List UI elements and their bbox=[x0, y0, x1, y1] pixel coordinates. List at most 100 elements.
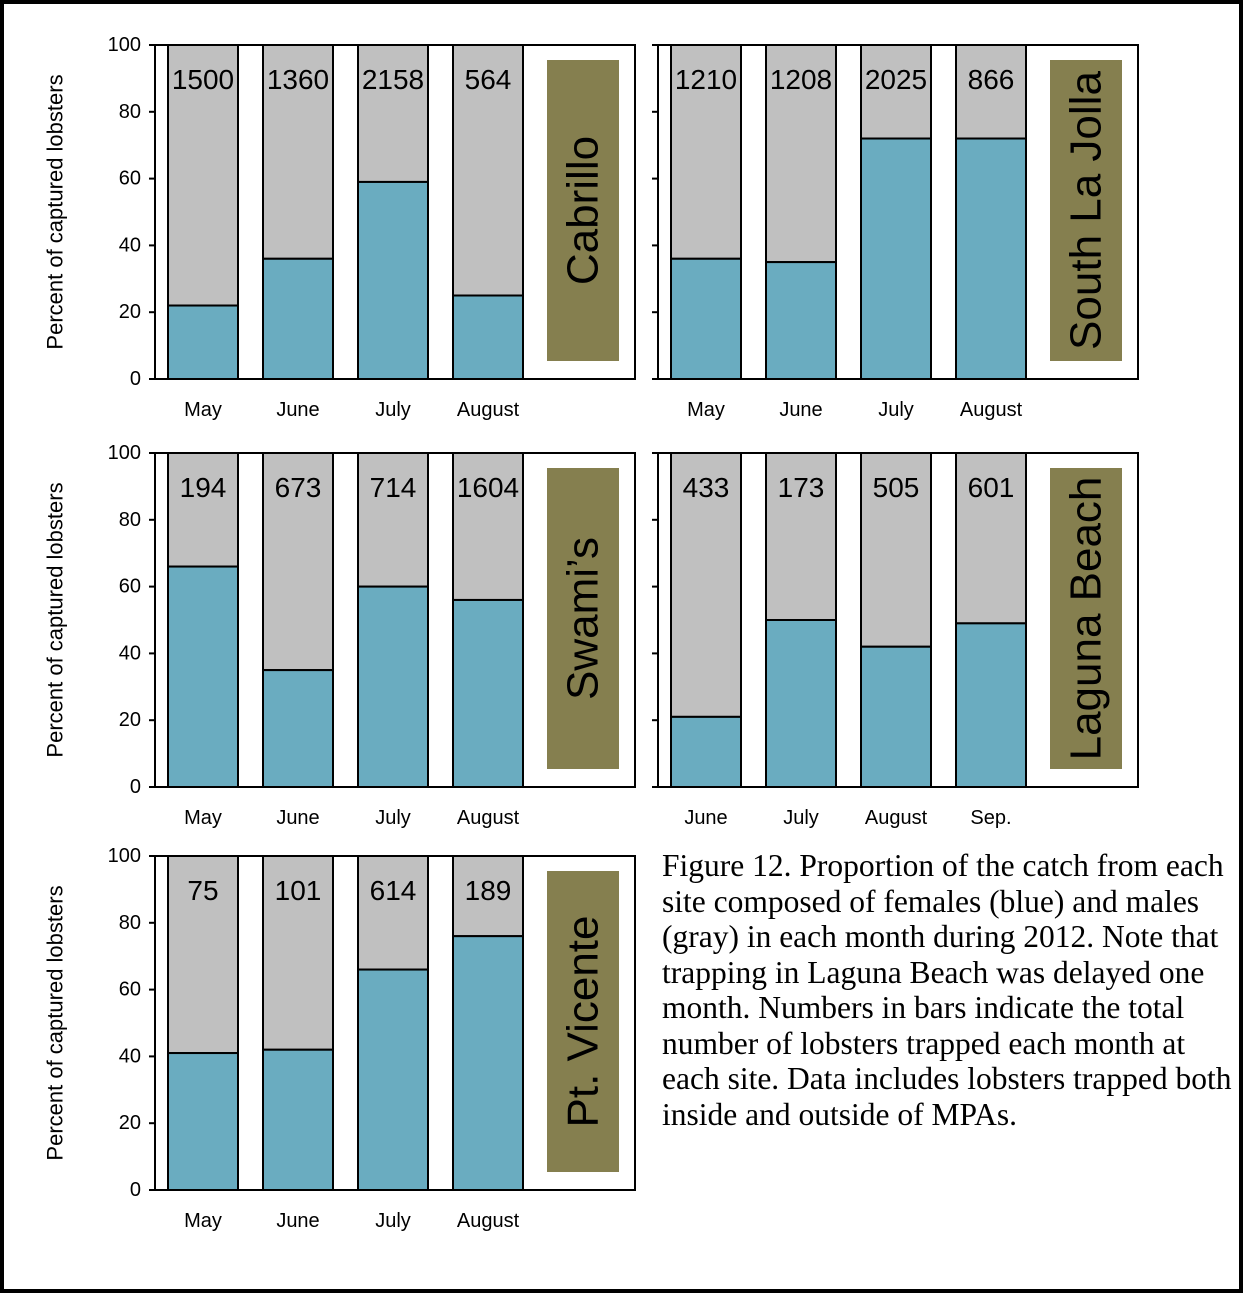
y-tick-label: 40 bbox=[119, 1045, 141, 1067]
x-tick-label: Sep. bbox=[970, 807, 1011, 829]
y-tick-label: 100 bbox=[108, 442, 141, 464]
bar-count-label: 433 bbox=[683, 472, 730, 503]
x-tick-label: June bbox=[276, 807, 319, 829]
bar-male bbox=[955, 44, 1027, 140]
chart-panel-1: 1500 May 1360 June 2158 July 564 August Cabrillo… bbox=[43, 34, 636, 421]
bar-female bbox=[452, 294, 524, 380]
y-tick-label: 80 bbox=[119, 101, 141, 123]
bar-female bbox=[860, 645, 932, 788]
bar-count-label: 173 bbox=[778, 472, 825, 503]
x-tick-label: August bbox=[457, 1210, 520, 1232]
bar-count-label: 673 bbox=[275, 472, 322, 503]
bar-female bbox=[955, 137, 1027, 380]
bar-female bbox=[167, 565, 239, 788]
site-label-box bbox=[547, 468, 619, 769]
bar-count-label: 101 bbox=[275, 875, 322, 906]
x-tick-label: June bbox=[684, 807, 727, 829]
y-tick-label: 80 bbox=[119, 509, 141, 531]
bar-male bbox=[357, 44, 429, 183]
x-tick-label: June bbox=[276, 1210, 319, 1232]
bar-male bbox=[670, 44, 742, 260]
y-axis-label: Percent of captured lobsters bbox=[43, 74, 68, 349]
bar-male bbox=[860, 44, 932, 140]
site-label: Pt. Vicente bbox=[559, 916, 608, 1128]
bar-count-label: 614 bbox=[370, 875, 417, 906]
bar-male bbox=[357, 452, 429, 588]
bar-count-label: 564 bbox=[465, 64, 512, 95]
bar-male bbox=[670, 452, 742, 718]
bar-male bbox=[262, 855, 334, 1051]
site-label-box bbox=[547, 60, 619, 361]
y-axis-label: Percent of captured lobsters bbox=[43, 885, 68, 1160]
y-tick-label: 60 bbox=[119, 168, 141, 190]
x-tick-label: July bbox=[375, 1210, 411, 1232]
x-tick-label: July bbox=[783, 807, 819, 829]
bar-female bbox=[670, 715, 742, 788]
x-tick-label: May bbox=[184, 807, 222, 829]
bar-count-label: 2025 bbox=[865, 64, 927, 95]
y-tick-label: 0 bbox=[130, 368, 141, 390]
x-tick-label: August bbox=[865, 807, 928, 829]
bar-count-label: 1208 bbox=[770, 64, 832, 95]
x-tick-label: June bbox=[779, 399, 822, 421]
chart-panel-4: 433 June 173 July 505 August 601 Sep. Laguna Bea… bbox=[652, 452, 1139, 829]
site-label: Laguna Beach bbox=[1062, 477, 1111, 761]
bar-female bbox=[167, 1052, 239, 1192]
bar-female bbox=[955, 622, 1027, 789]
x-tick-label: May bbox=[687, 399, 725, 421]
site-label: Swami’s bbox=[559, 537, 608, 700]
bar-male bbox=[765, 44, 837, 264]
bar-female bbox=[357, 968, 429, 1191]
y-tick-label: 100 bbox=[108, 34, 141, 56]
x-tick-label: May bbox=[184, 399, 222, 421]
x-tick-label: May bbox=[184, 1210, 222, 1232]
x-tick-label: July bbox=[375, 807, 411, 829]
y-tick-label: 60 bbox=[119, 576, 141, 598]
site-label: South La Jolla bbox=[1062, 71, 1111, 350]
bar-male bbox=[860, 452, 932, 648]
bar-count-label: 194 bbox=[180, 472, 227, 503]
y-tick-label: 40 bbox=[119, 234, 141, 256]
x-tick-label: August bbox=[457, 399, 520, 421]
y-tick-label: 100 bbox=[108, 845, 141, 867]
bar-count-label: 601 bbox=[968, 472, 1015, 503]
y-tick-label: 20 bbox=[119, 301, 141, 323]
y-tick-label: 40 bbox=[119, 642, 141, 664]
bar-male bbox=[452, 452, 524, 601]
bar-female bbox=[765, 261, 837, 381]
bar-count-label: 1210 bbox=[675, 64, 737, 95]
bar-female bbox=[167, 304, 239, 380]
bar-female bbox=[765, 619, 837, 788]
bar-male bbox=[167, 44, 239, 307]
chart-panel-5: 75 May 101 June 614 July 189 August Pt. Vicente 0… bbox=[43, 845, 636, 1232]
bar-count-label: 505 bbox=[873, 472, 920, 503]
x-tick-label: August bbox=[457, 807, 520, 829]
y-tick-label: 0 bbox=[130, 1179, 141, 1201]
y-tick-label: 60 bbox=[119, 979, 141, 1001]
figure-caption: Figure 12. Proportion of the catch from … bbox=[662, 848, 1232, 1132]
x-tick-label: June bbox=[276, 399, 319, 421]
y-tick-label: 20 bbox=[119, 709, 141, 731]
site-label: Cabrillo bbox=[559, 136, 608, 285]
bar-count-label: 1500 bbox=[172, 64, 234, 95]
bar-female bbox=[452, 598, 524, 789]
bar-male bbox=[452, 44, 524, 297]
bar-male bbox=[262, 452, 334, 672]
bar-female bbox=[670, 257, 742, 381]
site-label-box bbox=[547, 871, 619, 1172]
bar-male bbox=[167, 855, 239, 1055]
x-tick-label: July bbox=[878, 399, 914, 421]
bar-male bbox=[357, 855, 429, 971]
bar-male bbox=[167, 452, 239, 568]
bar-female bbox=[452, 935, 524, 1191]
bar-count-label: 1360 bbox=[267, 64, 329, 95]
site-label-box bbox=[1050, 468, 1122, 769]
x-tick-label: July bbox=[375, 399, 411, 421]
bar-count-label: 1604 bbox=[457, 472, 519, 503]
bar-female bbox=[262, 1048, 334, 1191]
bar-male bbox=[765, 452, 837, 621]
bar-female bbox=[262, 257, 334, 381]
bar-female bbox=[860, 137, 932, 380]
bar-female bbox=[357, 180, 429, 380]
